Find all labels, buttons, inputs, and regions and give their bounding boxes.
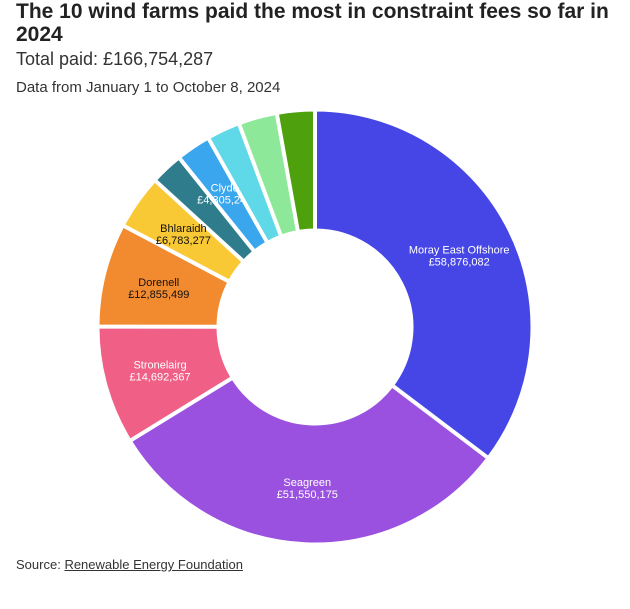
slice-6[interactable] bbox=[180, 138, 267, 251]
slice-value-4: £6,783,277 bbox=[156, 235, 211, 247]
slice-value-3: £12,855,499 bbox=[128, 289, 189, 301]
slice-4[interactable] bbox=[124, 181, 243, 281]
date-range-note: Data from January 1 to October 8, 2024 bbox=[16, 79, 281, 96]
slice-label-6: Clyde£4,305,240 bbox=[197, 183, 252, 207]
slice-0[interactable] bbox=[316, 110, 532, 457]
slice-name-3: Dorenell bbox=[138, 277, 179, 289]
slice-value-0: £58,876,082 bbox=[429, 256, 490, 268]
slice-7[interactable] bbox=[209, 124, 280, 242]
slice-name-1: Seagreen bbox=[283, 477, 331, 489]
slice-name-4: Bhlaraidh bbox=[160, 223, 206, 235]
slice-name-6: Clyde bbox=[211, 183, 239, 195]
slice-label-1: Seagreen£51,550,175 bbox=[277, 477, 338, 501]
slice-label-2: Stronelairg£14,692,367 bbox=[129, 360, 190, 384]
slice-value-6: £4,305,240 bbox=[197, 195, 252, 207]
slice-label-3: Dorenell£12,855,499 bbox=[128, 277, 189, 301]
slice-3[interactable] bbox=[98, 226, 229, 326]
slice-name-2: Stronelairg bbox=[133, 360, 186, 372]
source-label: Source: bbox=[16, 557, 61, 572]
donut-chart: Moray East Offshore£58,876,082Seagreen£5… bbox=[98, 110, 532, 544]
chart-title: The 10 wind farms paid the most in const… bbox=[16, 0, 609, 46]
slice-name-0: Moray East Offshore bbox=[409, 244, 510, 256]
slice-value-2: £14,692,367 bbox=[129, 372, 190, 384]
total-paid: Total paid: £166,754,287 bbox=[16, 49, 214, 69]
slice-2[interactable] bbox=[98, 327, 232, 440]
source-line: Source: Renewable Energy Foundation bbox=[16, 557, 243, 572]
slice-1[interactable] bbox=[131, 378, 488, 544]
slice-label-0: Moray East Offshore£58,876,082 bbox=[409, 244, 510, 268]
slice-value-1: £51,550,175 bbox=[277, 489, 338, 501]
slice-8[interactable] bbox=[240, 114, 297, 236]
slice-5[interactable] bbox=[156, 158, 254, 261]
slice-label-4: Bhlaraidh£6,783,277 bbox=[156, 223, 211, 247]
source-link[interactable]: Renewable Energy Foundation bbox=[64, 557, 243, 572]
slice-9[interactable] bbox=[277, 110, 314, 231]
